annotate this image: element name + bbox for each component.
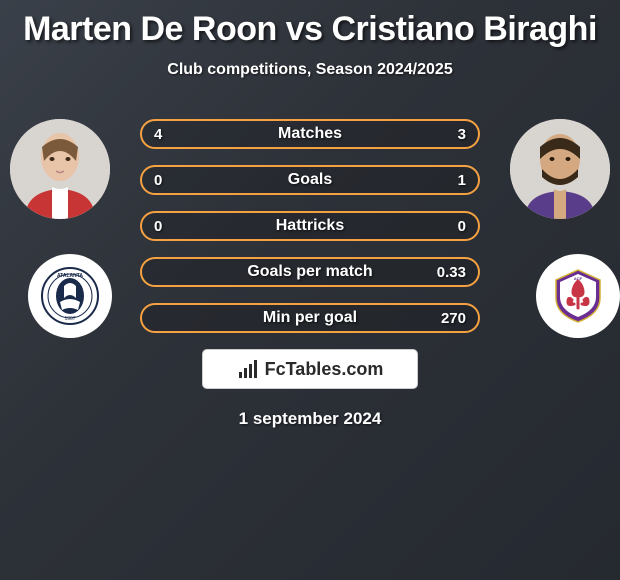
brand-text: FcTables.com: [265, 359, 384, 380]
atalanta-logo-icon: ATALANTA 1907: [40, 266, 100, 326]
club-right-badge: ACF: [536, 254, 620, 338]
club-left-badge: ATALANTA 1907: [28, 254, 112, 338]
player-left-avatar: [10, 119, 110, 219]
stat-row: 4 Matches 3: [140, 119, 480, 149]
bar-chart-icon: [237, 358, 259, 380]
stat-left-value: 4: [154, 126, 162, 143]
infographic-date: 1 september 2024: [0, 409, 620, 429]
brand-attribution[interactable]: FcTables.com: [202, 349, 418, 389]
comparison-content: ATALANTA 1907 ACF 4 Matches 3 0 Goals 1 …: [0, 109, 620, 429]
svg-text:1907: 1907: [64, 316, 75, 322]
stat-row: Min per goal 270: [140, 303, 480, 333]
fiorentina-logo-icon: ACF: [548, 266, 608, 326]
stat-row: Goals per match 0.33: [140, 257, 480, 287]
stat-label: Matches: [278, 125, 342, 143]
page-subtitle: Club competitions, Season 2024/2025: [0, 61, 620, 79]
stat-right-value: 3: [458, 126, 466, 143]
stat-row: 0 Goals 1: [140, 165, 480, 195]
player-right-avatar: [510, 119, 610, 219]
player-left-silhouette-icon: [10, 119, 110, 219]
page-title: Marten De Roon vs Cristiano Biraghi: [0, 0, 620, 49]
stat-label: Goals per match: [247, 263, 372, 281]
svg-text:ATALANTA: ATALANTA: [57, 273, 83, 279]
stat-left-value: 0: [154, 218, 162, 235]
stat-label: Hattricks: [276, 217, 344, 235]
stat-left-value: 0: [154, 172, 162, 189]
stat-label: Goals: [288, 171, 332, 189]
stat-label: Min per goal: [263, 309, 357, 327]
stat-right-value: 270: [441, 310, 466, 327]
stats-table: 4 Matches 3 0 Goals 1 0 Hattricks 0 Goal…: [140, 109, 480, 333]
player-right-silhouette-icon: [510, 119, 610, 219]
stat-row: 0 Hattricks 0: [140, 211, 480, 241]
stat-right-value: 1: [458, 172, 466, 189]
stat-right-value: 0: [458, 218, 466, 235]
stat-right-value: 0.33: [437, 264, 466, 281]
svg-text:ACF: ACF: [574, 276, 583, 281]
